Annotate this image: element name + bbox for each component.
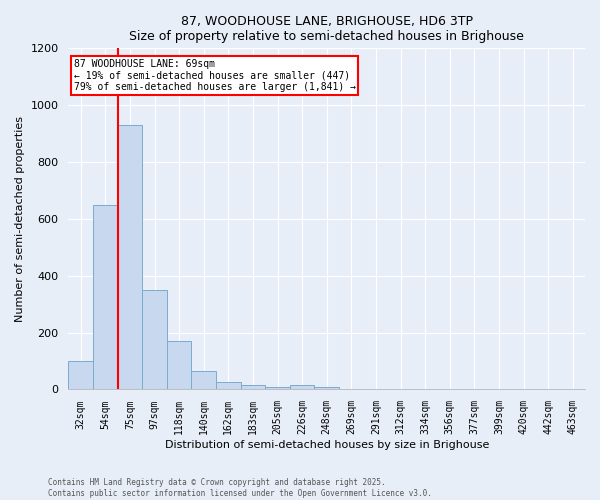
Bar	[364, 389, 388, 390]
Bar	[142, 290, 167, 390]
Bar	[118, 125, 142, 390]
Y-axis label: Number of semi-detached properties: Number of semi-detached properties	[15, 116, 25, 322]
X-axis label: Distribution of semi-detached houses by size in Brighouse: Distribution of semi-detached houses by …	[164, 440, 489, 450]
Bar	[290, 385, 314, 390]
Text: 87 WOODHOUSE LANE: 69sqm
← 19% of semi-detached houses are smaller (447)
79% of : 87 WOODHOUSE LANE: 69sqm ← 19% of semi-d…	[74, 58, 356, 92]
Bar	[167, 341, 191, 390]
Bar	[216, 382, 241, 390]
Bar	[93, 204, 118, 390]
Title: 87, WOODHOUSE LANE, BRIGHOUSE, HD6 3TP
Size of property relative to semi-detache: 87, WOODHOUSE LANE, BRIGHOUSE, HD6 3TP S…	[129, 15, 524, 43]
Bar	[68, 361, 93, 390]
Text: Contains HM Land Registry data © Crown copyright and database right 2025.
Contai: Contains HM Land Registry data © Crown c…	[48, 478, 432, 498]
Bar	[241, 385, 265, 390]
Bar	[191, 371, 216, 390]
Bar	[265, 386, 290, 390]
Bar	[339, 388, 364, 390]
Bar	[314, 386, 339, 390]
